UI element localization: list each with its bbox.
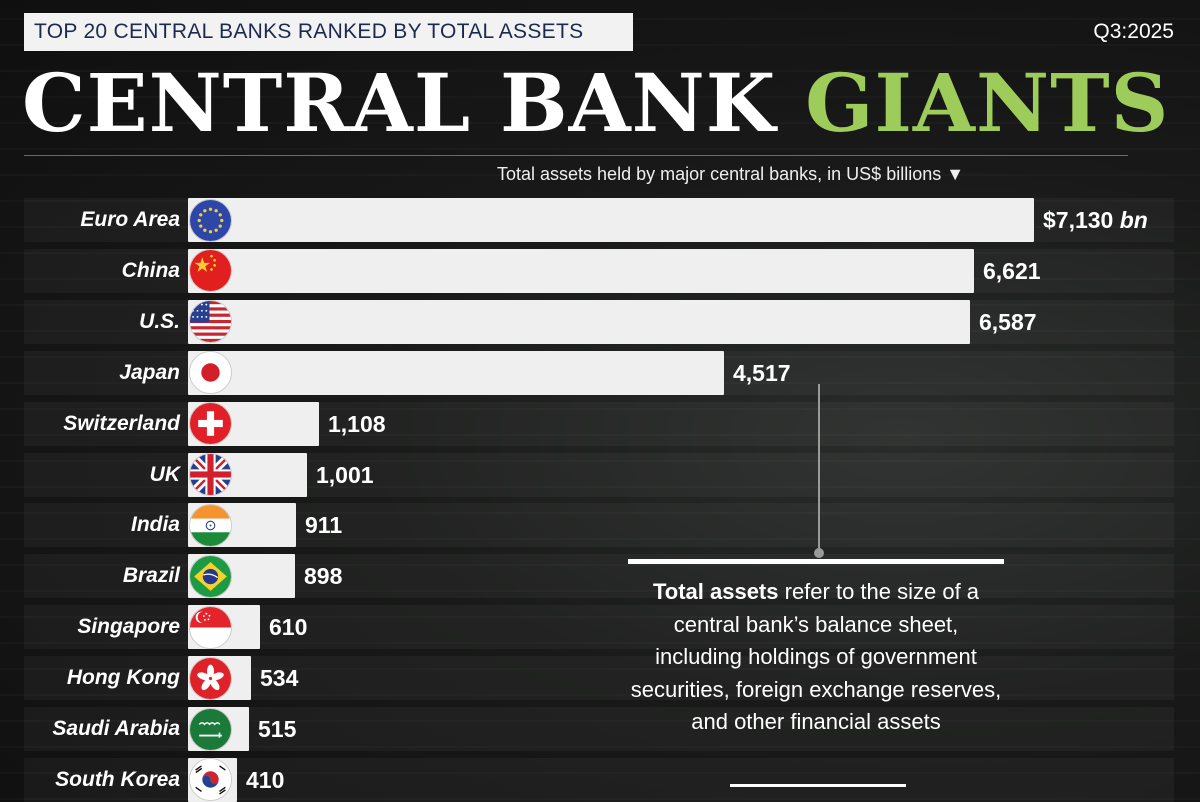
category-label: UK <box>149 462 180 486</box>
category-label: South Korea <box>55 767 180 791</box>
hong-kong-flag-icon <box>189 656 232 700</box>
value-number: 410 <box>246 766 285 793</box>
category-label: Japan <box>119 360 180 384</box>
value-number: 610 <box>269 614 308 641</box>
value-number: 534 <box>260 665 299 692</box>
category-label: Switzerland <box>63 411 180 435</box>
value-label: $7,130 bn <box>1043 207 1148 234</box>
india-flag-icon <box>189 503 232 547</box>
title-main: CENTRAL BANK <box>22 56 806 150</box>
category-label: China <box>121 258 180 282</box>
title-divider <box>24 155 1128 156</box>
definition-note: Total assets refer to the size of a cent… <box>628 576 1004 739</box>
value-label: 1,001 <box>316 462 374 489</box>
value-label: 534 <box>260 665 298 692</box>
value-label: 1,108 <box>328 411 386 438</box>
category-label: Euro Area <box>80 208 180 231</box>
value-number: 6,621 <box>983 257 1041 284</box>
china-flag-icon <box>189 249 232 293</box>
value-number: 1,001 <box>316 461 374 488</box>
brazil-flag-icon <box>189 554 232 598</box>
value-unit: bn <box>1113 207 1148 233</box>
value-label: 6,621 <box>983 258 1041 285</box>
note-bottom-rule <box>730 784 906 787</box>
bar <box>188 299 970 344</box>
category-label: U.S. <box>139 309 180 333</box>
note-top-rule <box>628 559 1004 564</box>
category-label: Hong Kong <box>66 666 180 690</box>
value-number: $7,130 <box>1043 207 1114 233</box>
eu-flag-icon <box>189 198 232 242</box>
value-label: 515 <box>258 716 296 743</box>
bar <box>188 198 1034 242</box>
us-flag-icon <box>189 300 232 344</box>
page-title: CENTRAL BANK GIANTS <box>22 48 1182 158</box>
annotation-leader-dot <box>814 548 824 558</box>
value-number: 1,108 <box>328 410 386 437</box>
category-label: Brazil <box>122 564 180 588</box>
value-label: 898 <box>304 563 342 590</box>
switzerland-flag-icon <box>189 402 232 446</box>
value-number: 911 <box>305 512 343 539</box>
category-label: Singapore <box>77 615 180 639</box>
value-number: 4,517 <box>733 359 791 386</box>
axis-label: Total assets held by major central banks… <box>497 164 965 184</box>
bar <box>188 350 724 395</box>
uk-flag-icon <box>189 453 232 496</box>
bar <box>188 248 974 293</box>
title-accent: GIANTS <box>805 56 1170 150</box>
japan-flag-icon <box>189 351 232 395</box>
category-label: India <box>130 513 180 537</box>
note-text: refer to the size of a central bank’s ba… <box>630 579 1002 734</box>
south-korea-flag-icon <box>189 758 232 802</box>
value-number: 515 <box>258 716 297 742</box>
value-label: 6,587 <box>979 309 1037 336</box>
note-bold-term: Total assets <box>652 579 779 604</box>
value-number: 6,587 <box>979 308 1037 335</box>
value-label: 410 <box>246 767 284 794</box>
value-label: 4,517 <box>733 360 791 387</box>
saudi-arabia-flag-icon <box>189 707 232 751</box>
value-label: 610 <box>269 614 307 641</box>
category-label: Saudi Arabia <box>52 717 180 740</box>
value-label: 911 <box>305 512 342 539</box>
annotation-leader-line <box>818 384 820 552</box>
singapore-flag-icon <box>189 605 232 649</box>
subtitle-banner: TOP 20 CENTRAL BANKS RANKED BY TOTAL ASS… <box>24 13 633 51</box>
value-number: 898 <box>304 563 343 590</box>
quarter-label: Q3:2025 <box>1093 20 1174 43</box>
